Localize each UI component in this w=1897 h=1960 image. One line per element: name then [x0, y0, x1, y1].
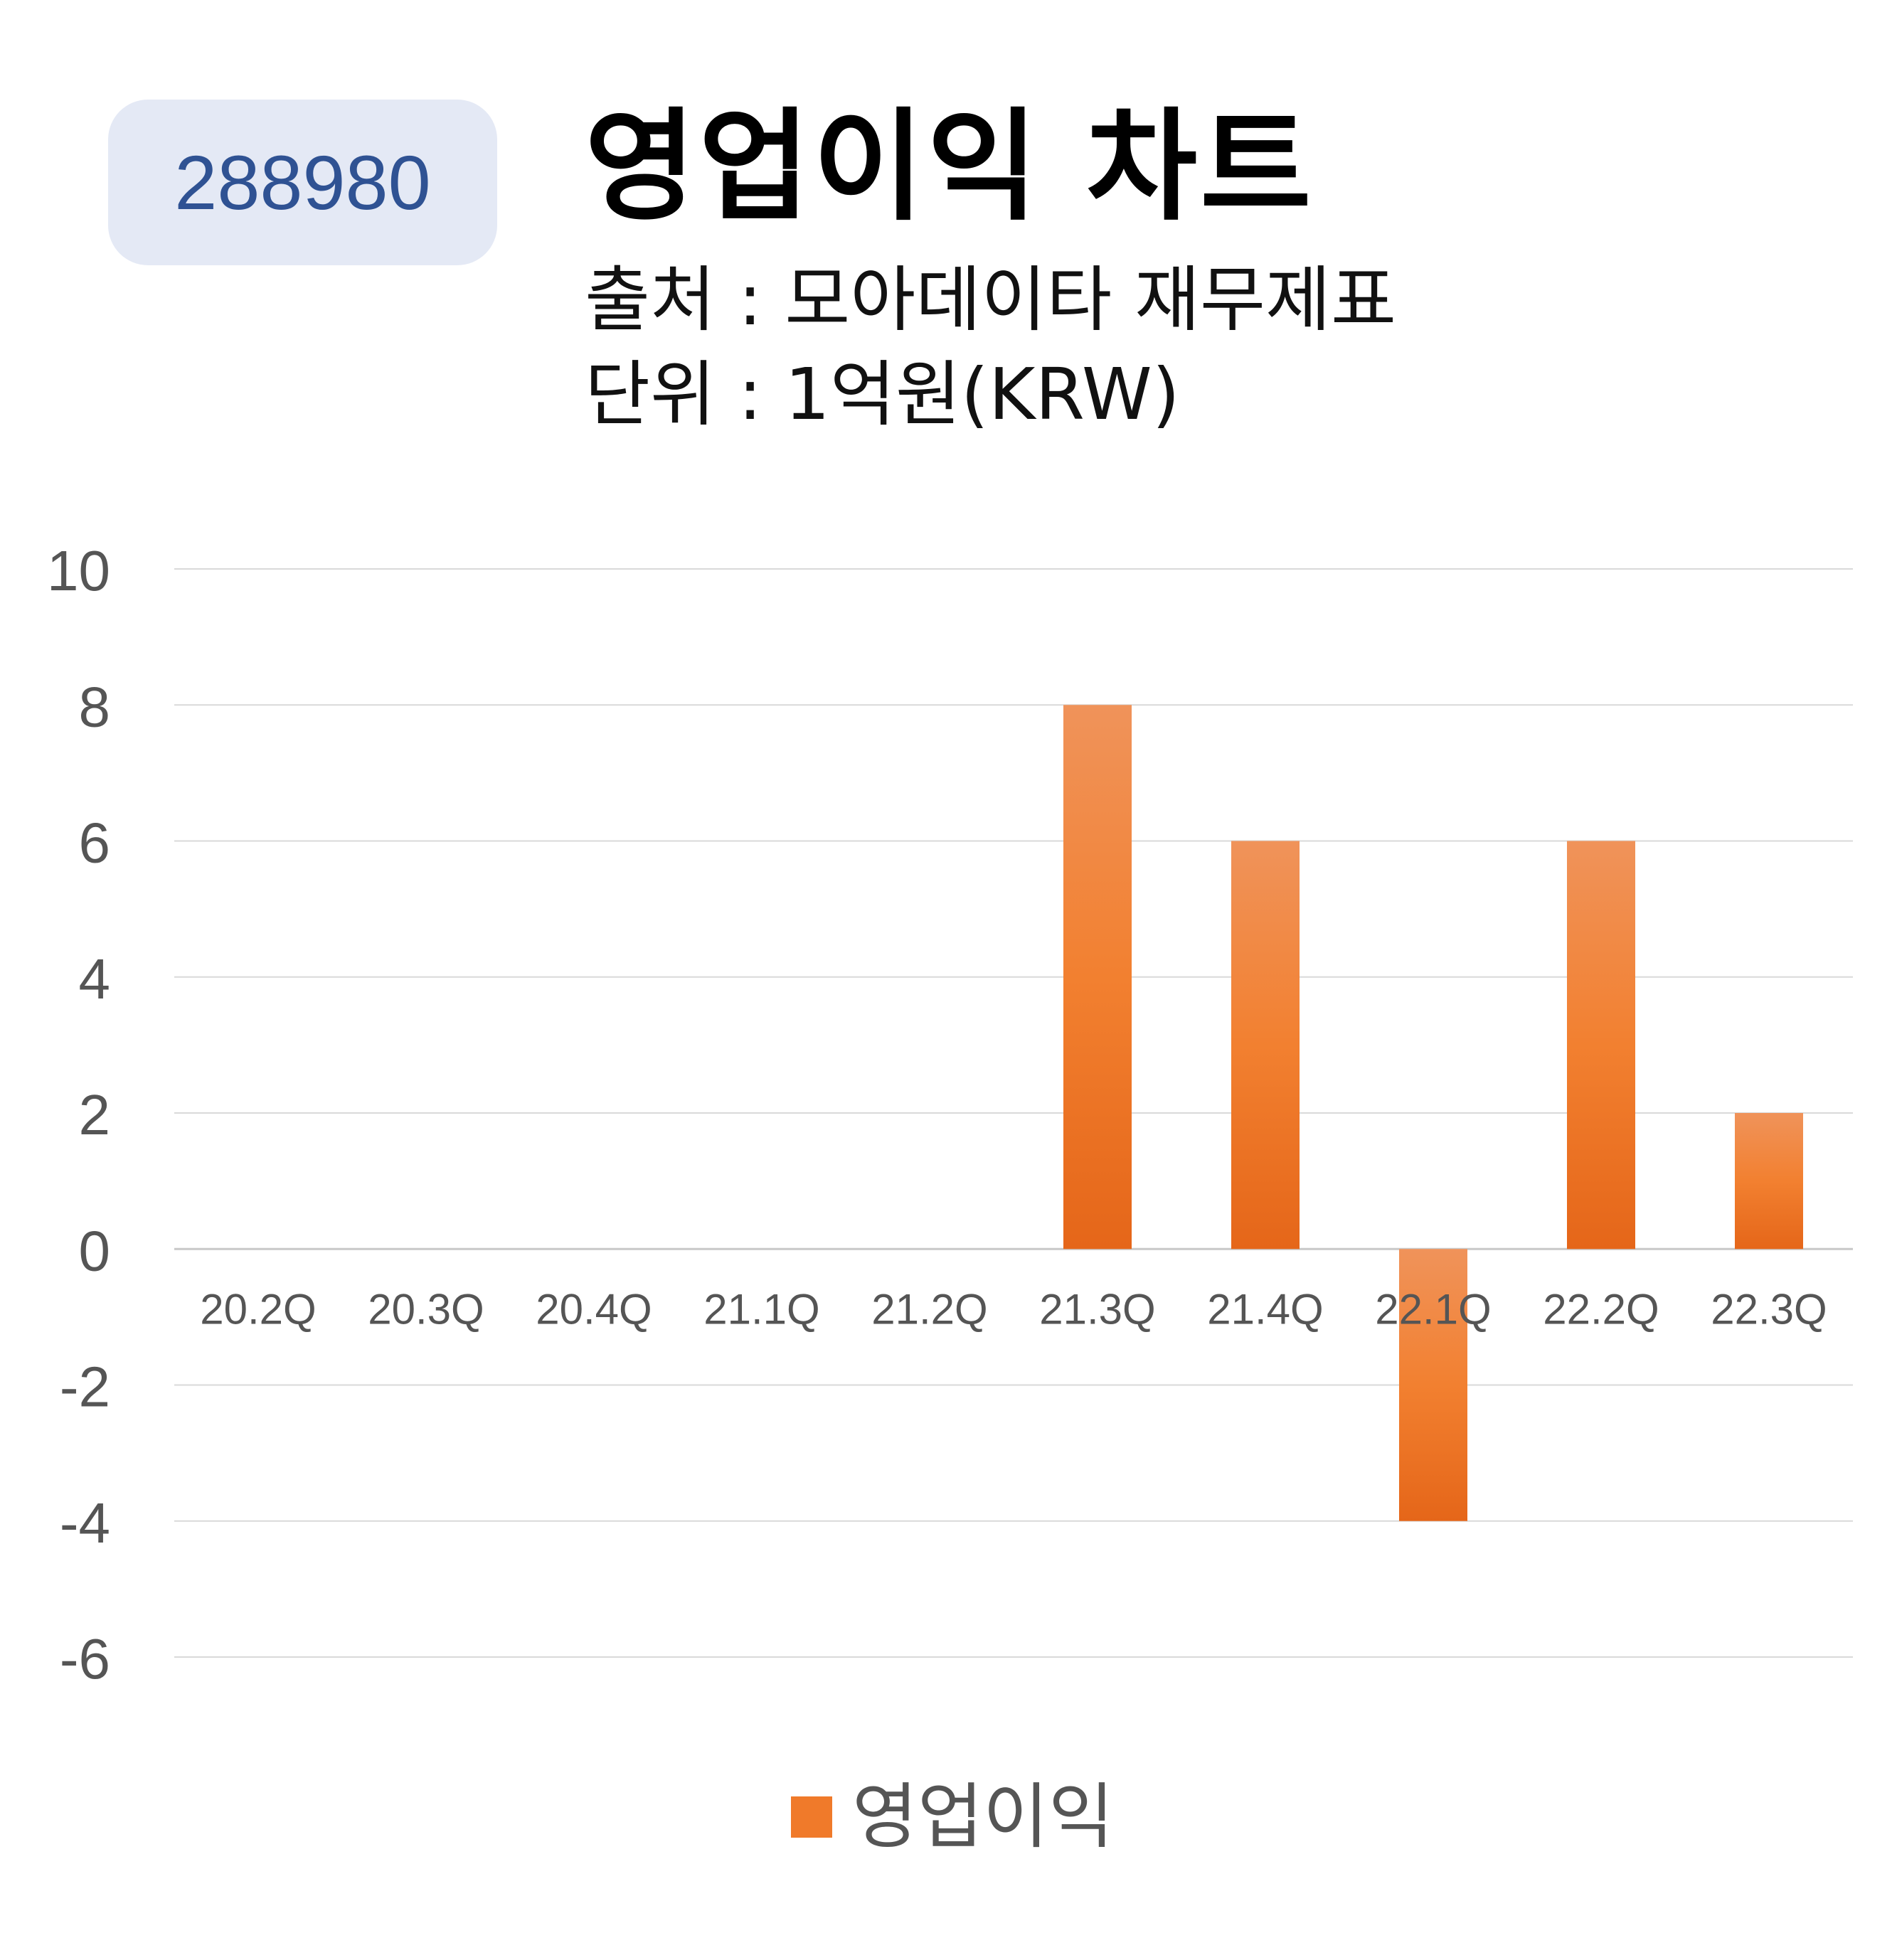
- source-note: 출처 : 모아데이타 재무제표: [585, 258, 1397, 341]
- bar-22.3Q: [1735, 1113, 1803, 1250]
- x-tick-label: 21.1Q: [703, 1285, 819, 1333]
- chart-title: 영업이익 차트: [585, 97, 1314, 238]
- y-tick-label: -6: [60, 1627, 110, 1690]
- x-tick-label: 20.4Q: [536, 1285, 652, 1333]
- y-tick-label: 0: [79, 1219, 111, 1282]
- y-tick-label: 10: [47, 539, 110, 602]
- bar-21.4Q: [1231, 841, 1300, 1250]
- x-tick-label: 20.3Q: [368, 1285, 484, 1333]
- x-tick-label: 21.2Q: [871, 1285, 987, 1333]
- y-tick-label: 4: [79, 947, 111, 1011]
- x-tick-label: 20.2Q: [200, 1285, 316, 1333]
- bars: [1063, 705, 1803, 1521]
- legend-label: 영업이익: [852, 1775, 1114, 1858]
- bar-22.1Q: [1399, 1249, 1467, 1521]
- x-axis: 20.2Q 20.3Q 20.4Q 21.1Q 21.2Q 21.3Q 21.4Q 22.1Q…: [200, 1285, 1827, 1333]
- x-tick-label: 22.1Q: [1375, 1285, 1491, 1333]
- x-tick-label: 22.2Q: [1543, 1285, 1659, 1333]
- y-tick-label: -4: [60, 1491, 110, 1555]
- x-tick-label: 21.4Q: [1207, 1285, 1323, 1333]
- stock-code-badge: 288980: [108, 100, 497, 265]
- y-tick-label: 2: [79, 1083, 111, 1146]
- y-tick-label: 6: [79, 811, 111, 875]
- legend: 영업이익: [791, 1781, 1114, 1853]
- x-tick-label: 21.3Q: [1039, 1285, 1155, 1333]
- x-tick-label: 22.3Q: [1711, 1285, 1827, 1333]
- bar-22.2Q: [1567, 841, 1635, 1250]
- y-tick-label: -2: [60, 1356, 110, 1419]
- gridlines: [174, 568, 1853, 1658]
- bar-21.3Q: [1063, 705, 1132, 1250]
- y-axis: 10 8 6 4 2 0 -2 -4 -6: [47, 539, 110, 1690]
- y-tick-label: 8: [79, 675, 111, 738]
- legend-swatch: [791, 1796, 832, 1838]
- unit-note: 단위 : 1억원(KRW): [585, 353, 1180, 436]
